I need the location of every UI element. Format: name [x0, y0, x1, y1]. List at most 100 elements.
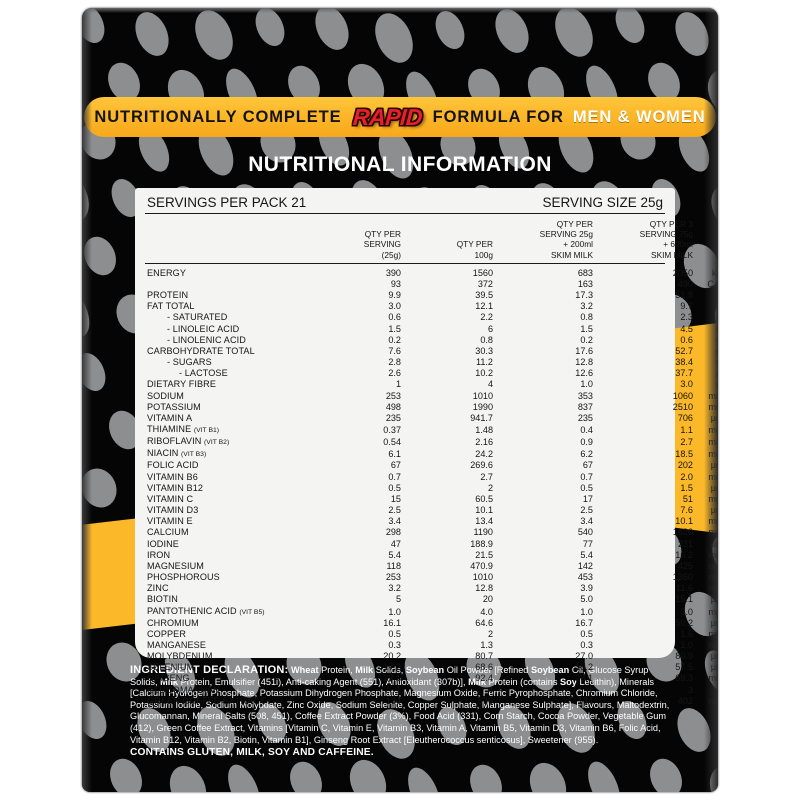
table-row: CARBOHYDRATE TOTAL 7.6 30.3 17.6 52.7 g: [145, 345, 718, 357]
nutrient-unit: mg: [708, 628, 718, 639]
table-row: MOLYBDENUM 20.2 80.7 27.0 80.9 µg: [145, 651, 718, 662]
nutrient-unit: mg: [708, 572, 718, 583]
nutrient-value: 19.2: [575, 662, 593, 673]
nutrient-name: - LINOLEIC ACID: [167, 323, 240, 334]
nutrient-value: 425: [677, 560, 693, 571]
nutrient-value: 0.5: [580, 482, 593, 493]
nutrient-value: 3.2: [388, 583, 401, 594]
nutrient-value: 4: [487, 379, 493, 390]
nutrient-unit: mg: [708, 493, 718, 504]
nutrient-value: 706: [677, 412, 693, 423]
nutrient-value: 5.4: [580, 549, 593, 560]
nutrient-value: 69.3: [675, 673, 693, 684]
nutrient-unit: mg: [708, 549, 718, 560]
table-row: - LACTOSE 2.6 10.2 12.6 37.7 g: [145, 368, 718, 379]
servings-per-pack-label: SERVINGS PER PACK 21: [147, 195, 307, 210]
nutrient-value: 0.6: [680, 334, 693, 345]
nutrient-value: 2.7: [480, 471, 493, 482]
nutrient-name: SODIUM: [147, 390, 184, 401]
nutrient-value: 2.7: [680, 437, 693, 448]
nutrient-name: BIOTIN: [147, 594, 178, 605]
nutrient-unit: mg: [708, 583, 718, 594]
nutrient-value: 453: [577, 572, 593, 583]
nutrient-value: 1.3: [480, 639, 493, 650]
nutrient-value: 0.7: [388, 471, 401, 482]
nutrient-unit: µg: [710, 505, 718, 516]
nutrient-value: 17: [582, 493, 593, 504]
table-row: GLUCOMANNAN 1 4 1 3g: [145, 684, 718, 696]
nutrient-value: 1.5: [388, 323, 401, 334]
nutrient-unit: mg: [708, 606, 718, 617]
nutrient-unit: g: [697, 357, 718, 368]
nutrient-value: 269.6: [470, 460, 493, 471]
nutrient-value: 298: [385, 527, 401, 538]
nutrient-value: 1010: [472, 390, 493, 401]
nutrient-name: VITAMIN D3: [147, 505, 199, 516]
nutrient-value: 1060: [672, 390, 693, 401]
rapid-brand-logo: RAPID: [351, 103, 423, 130]
nutrient-value: 30.3: [475, 345, 493, 356]
product-pack-panel: NUTRITIONALLY COMPLETE RAPID FORMULA FOR…: [82, 8, 718, 792]
nutrient-unit: mg: [708, 449, 718, 460]
nutrient-unit: mg: [708, 527, 718, 538]
nutrient-value: 1.48: [475, 425, 493, 435]
nutrient-name: PHOSPHOROUS: [147, 572, 220, 583]
nutrient-value: 0.2: [388, 334, 401, 345]
nutrient-value: 6.1: [388, 449, 401, 460]
table-row: FOLIC ACID 67 269.6 67 202 µg: [145, 460, 718, 471]
nutrient-name: SELENIUM: [147, 662, 195, 673]
nutrient-value: 5: [395, 594, 401, 605]
nutrient-value: 1560: [472, 267, 493, 278]
nutrient-unit: mg: [708, 673, 718, 684]
nutrient-value: 231: [677, 538, 693, 549]
nutrient-value: 9.7: [680, 301, 693, 312]
nutrient-value: 39.5: [475, 290, 493, 301]
nutrient-name: VITAMIN E: [147, 516, 193, 527]
nutrient-value: 13.4: [475, 516, 493, 527]
nutrient-name: CARBOHYDRATE TOTAL: [147, 345, 255, 356]
nutrient-value: 1: [587, 684, 593, 695]
nutrient-value: 67: [390, 460, 401, 471]
nutrient-value: 5.4: [388, 549, 401, 560]
table-row: VITAMIN C 15 60.5 17 51 mg: [145, 493, 718, 505]
table-row: CHROMIUM 16.1 64.6 16.7 50.2 µg: [145, 618, 718, 629]
nutrient-value: 0.37: [383, 425, 401, 435]
nutrient-value: 38.4: [675, 357, 693, 368]
nutrient-name: DIETARY FIBRE: [147, 379, 217, 390]
ingredient-declaration-body: Wheat Protein, Milk Solids, Soybean Oil …: [130, 665, 670, 745]
ingredient-declaration: INGREDIENT DECLARATION: Wheat Protein, M…: [130, 664, 678, 759]
nutrient-value: 10.1: [675, 516, 693, 527]
nutrient-value: 134: [577, 695, 593, 706]
nutrient-value: 57.5: [675, 662, 693, 673]
nutrient-value: 188.9: [470, 538, 493, 549]
nutrient-value: 0.5: [580, 628, 593, 639]
nutrient-value: 1.0: [580, 606, 593, 617]
column-header-1: QTY PER SERVING (25g): [363, 229, 401, 260]
nutrient-value: 2: [487, 482, 493, 493]
nutrient-name: - SATURATED: [167, 312, 228, 323]
banner-audience-text: MEN & WOMEN: [572, 107, 706, 126]
nutrient-value: 0.4: [580, 425, 593, 435]
nutrient-value: 2.0: [680, 471, 693, 482]
nutrient-value: 0.5: [388, 628, 401, 639]
table-row: PROTEIN 9.9 39.5 17.3 51.8 g: [145, 290, 718, 301]
nutrient-unit: mg: [708, 516, 718, 527]
nutrient-unit: mg: [708, 425, 718, 435]
nutrient-value: 23.1: [383, 673, 401, 684]
nutrient-name: MOLYBDENUM: [147, 651, 213, 662]
nutrient-unit: Cal: [707, 278, 718, 289]
nutrient-value: 1.6: [680, 628, 693, 639]
nutrient-value: 4.5: [680, 323, 693, 334]
table-row: CALCIUM 298 1190 540 1620 mg: [145, 527, 718, 538]
nutrient-value: 3.2: [580, 301, 593, 312]
table-row: IRON 5.4 21.5 5.4 16.2 mg: [145, 549, 718, 561]
table-row: NIACIN (VIT B3) 6.1 24.2 6.2 18.5 mg: [145, 448, 718, 460]
nutrient-value: 4.0: [480, 606, 493, 617]
nutrient-value: 540: [577, 527, 593, 538]
nutrient-value: 118: [386, 560, 402, 571]
nutrient-value: 0.8: [580, 312, 593, 323]
nutrient-value: 2510: [672, 401, 693, 412]
nutrient-value: 51.8: [675, 290, 693, 301]
nutrient-value: 2.3: [680, 312, 693, 323]
nutrient-value: 1.0: [680, 639, 693, 650]
